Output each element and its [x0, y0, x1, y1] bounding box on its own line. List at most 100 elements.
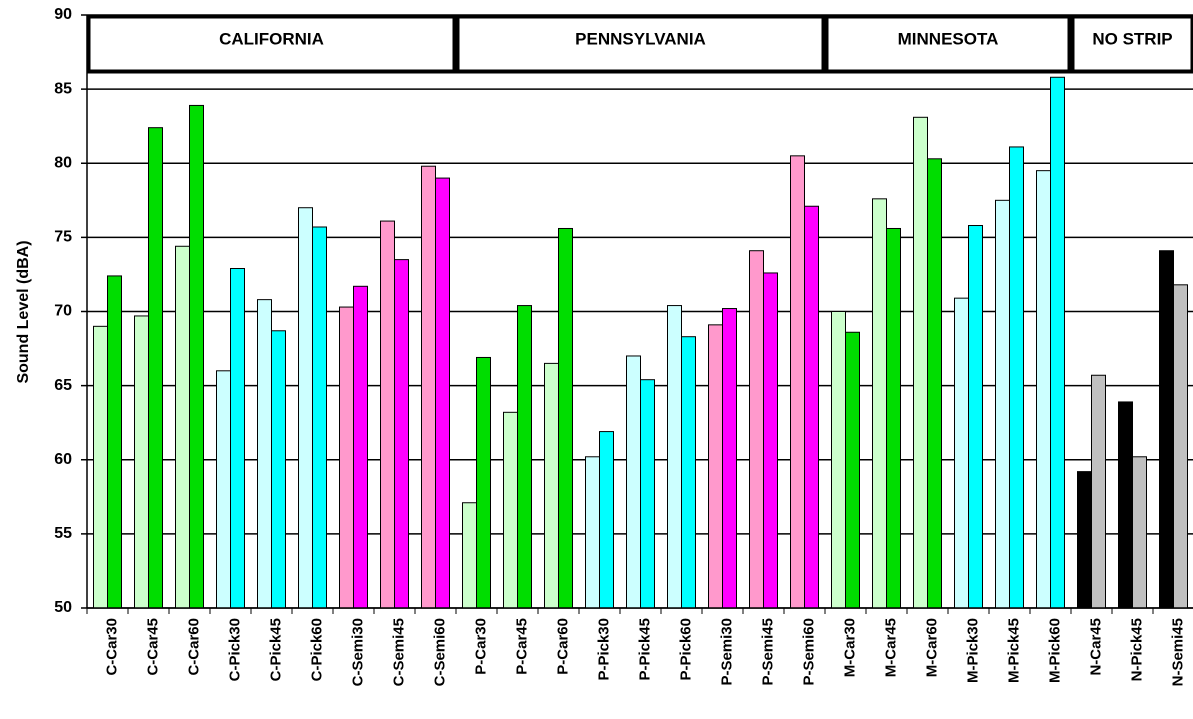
bar	[380, 220, 395, 609]
x-tick-label: C-Pick30	[226, 618, 243, 681]
x-tick-label: M-Pick45	[1005, 618, 1022, 683]
region-box	[455, 14, 826, 74]
region-label: NO STRIP	[1092, 29, 1172, 48]
x-tick-label: P-Pick30	[595, 618, 612, 681]
x-tick-label: P-Semi45	[759, 618, 776, 686]
bar	[544, 362, 559, 609]
x-tick-label: P-Pick60	[677, 618, 694, 681]
bar	[585, 456, 600, 609]
region-label: PENNSYLVANIA	[575, 29, 706, 48]
bar	[93, 325, 108, 609]
bar	[749, 250, 764, 609]
bar	[1159, 250, 1174, 609]
bar	[148, 127, 163, 609]
bar	[476, 356, 491, 609]
x-tick-label: M-Car60	[923, 618, 940, 677]
bar	[681, 336, 696, 609]
bar	[175, 245, 190, 609]
x-tick-label: M-Car30	[841, 618, 858, 677]
bar	[271, 330, 286, 609]
bar	[230, 268, 245, 609]
bar	[913, 116, 928, 609]
bar	[763, 272, 778, 609]
bar	[968, 225, 983, 609]
x-tick-label: C-Car30	[103, 618, 120, 676]
bar	[995, 199, 1010, 609]
x-tick-label: N-Car45	[1087, 618, 1104, 676]
bar	[1036, 170, 1051, 609]
bar	[189, 104, 204, 609]
x-tick-label: P-Semi60	[800, 618, 817, 686]
y-tick-label: 55	[54, 525, 72, 542]
x-tick-label: P-Car60	[554, 618, 571, 675]
bar	[107, 275, 122, 609]
x-tick-label: C-Pick45	[267, 618, 284, 681]
x-tick-label: C-Car45	[144, 618, 161, 676]
bar	[640, 379, 655, 609]
bar	[257, 299, 272, 609]
y-axis-label: Sound Level (dBA)	[15, 240, 32, 383]
bar	[421, 165, 436, 609]
bar	[298, 207, 313, 609]
bar	[927, 158, 942, 609]
bar	[1173, 284, 1188, 609]
bar	[1009, 146, 1024, 609]
region-label: MINNESOTA	[898, 29, 999, 48]
bar	[435, 177, 450, 609]
x-tick-label: C-Pick60	[308, 618, 325, 681]
x-tick-label: N-Semi45	[1169, 618, 1186, 686]
y-tick-label: 75	[54, 229, 72, 246]
y-tick-label: 80	[54, 154, 72, 171]
y-tick-label: 85	[54, 80, 72, 97]
bar	[312, 226, 327, 609]
y-tick-label: 60	[54, 451, 72, 468]
region-label: CALIFORNIA	[219, 29, 324, 48]
x-tick-label: C-Semi45	[390, 618, 407, 686]
bar	[1118, 401, 1133, 609]
x-tick-label: C-Car60	[185, 618, 202, 676]
x-tick-label: P-Car30	[472, 618, 489, 675]
bar	[503, 411, 518, 609]
bar	[599, 431, 614, 609]
bar	[1050, 76, 1065, 609]
bar	[394, 259, 409, 609]
y-tick-label: 90	[54, 6, 72, 23]
bar	[1077, 471, 1092, 609]
y-tick-label: 50	[54, 599, 72, 616]
x-tick-label: M-Pick30	[964, 618, 981, 683]
x-tick-label: P-Pick45	[636, 618, 653, 681]
x-tick-label: C-Semi60	[431, 618, 448, 686]
bar	[886, 227, 901, 609]
bar	[667, 305, 682, 609]
y-tick-label: 65	[54, 377, 72, 394]
x-tick-label: N-Pick45	[1128, 618, 1145, 681]
bar	[845, 331, 860, 609]
x-tick-label: M-Car45	[882, 618, 899, 677]
x-tick-label: C-Semi30	[349, 618, 366, 686]
bar	[954, 297, 969, 609]
bar	[708, 324, 723, 609]
bar	[558, 227, 573, 609]
x-tick-label: M-Pick60	[1046, 618, 1063, 683]
bar	[626, 355, 641, 609]
x-tick-label: P-Semi30	[718, 618, 735, 686]
bar	[722, 308, 737, 609]
region-box	[824, 14, 1072, 74]
bar	[517, 305, 532, 609]
x-tick-label: P-Car45	[513, 618, 530, 675]
bar	[134, 315, 149, 609]
bar	[462, 502, 477, 609]
bar	[216, 370, 231, 609]
bar	[872, 198, 887, 609]
bar	[1091, 374, 1106, 609]
bar	[353, 285, 368, 609]
bar	[790, 155, 805, 609]
bar	[804, 205, 819, 609]
bar	[339, 306, 354, 609]
region-box	[86, 14, 457, 74]
bar	[1132, 456, 1147, 609]
y-tick-label: 70	[54, 303, 72, 320]
bar	[831, 311, 846, 609]
